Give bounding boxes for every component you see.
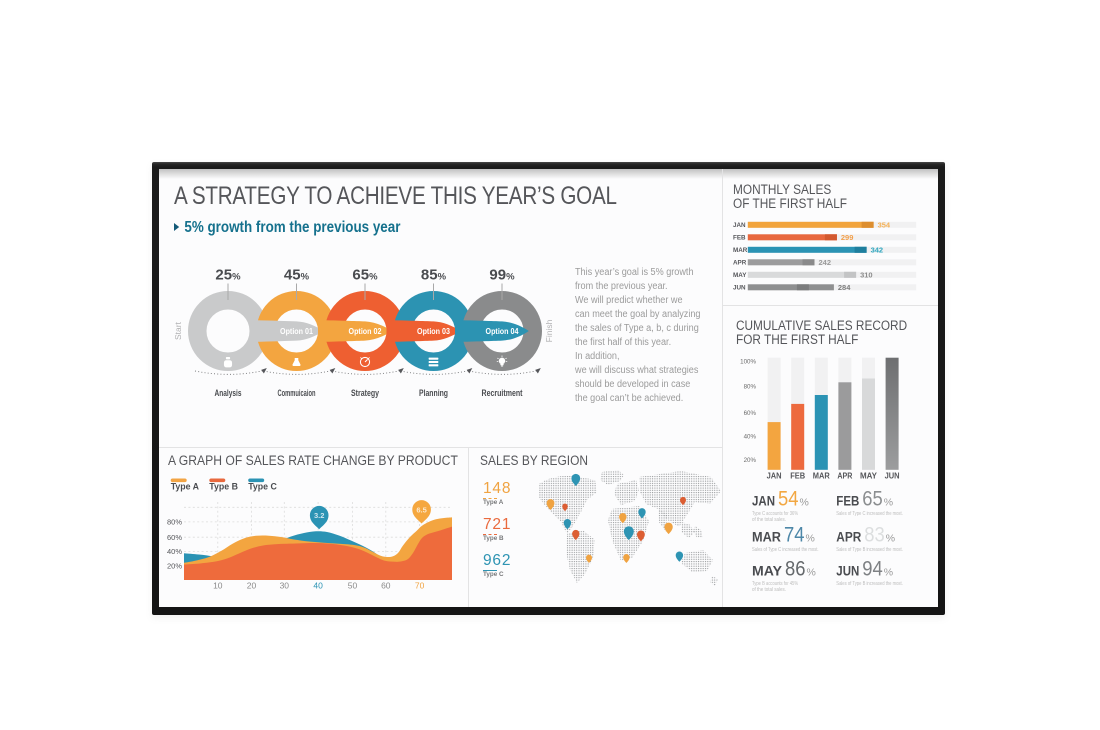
svg-text:20: 20 bbox=[247, 581, 257, 591]
svg-text:of the total sales.: of the total sales. bbox=[752, 517, 786, 523]
svg-text:99%: 99% bbox=[489, 267, 515, 284]
svg-text:80%: 80% bbox=[744, 383, 757, 390]
svg-text:Type A: Type A bbox=[171, 482, 200, 492]
svg-text:Type B: Type B bbox=[209, 482, 238, 492]
svg-text:40%: 40% bbox=[744, 434, 757, 441]
svg-text:242: 242 bbox=[819, 258, 832, 267]
svg-text:FEB: FEB bbox=[790, 471, 805, 481]
svg-text:Sales of Type C increased the: Sales of Type C increased the most. bbox=[752, 547, 819, 553]
svg-text:354: 354 bbox=[878, 221, 891, 230]
svg-text:Option 03: Option 03 bbox=[417, 326, 450, 336]
svg-text:Type B accounts for 45%: Type B accounts for 45% bbox=[752, 581, 798, 587]
svg-text:APR: APR bbox=[733, 260, 747, 267]
svg-text:Type C accounts for 36%: Type C accounts for 36% bbox=[752, 511, 798, 517]
svg-text:284: 284 bbox=[838, 283, 851, 292]
svg-text:Finish: Finish bbox=[544, 319, 554, 342]
svg-text:Option 04: Option 04 bbox=[486, 326, 519, 336]
svg-text:10: 10 bbox=[213, 581, 223, 591]
svg-text:Strategy: Strategy bbox=[351, 388, 380, 399]
svg-text:MAY: MAY bbox=[733, 272, 747, 279]
svg-text:100%: 100% bbox=[740, 359, 756, 366]
svg-text:Analysis: Analysis bbox=[215, 388, 242, 399]
svg-text:JUN: JUN bbox=[885, 471, 900, 481]
svg-text:25%: 25% bbox=[215, 267, 241, 284]
svg-text:299: 299 bbox=[841, 233, 854, 242]
svg-text:Option 01: Option 01 bbox=[280, 326, 313, 336]
svg-text:APR: APR bbox=[837, 471, 852, 481]
svg-text:Option 02: Option 02 bbox=[349, 326, 382, 336]
svg-text:70: 70 bbox=[415, 581, 425, 591]
svg-text:3.2: 3.2 bbox=[314, 511, 324, 520]
svg-text:85%: 85% bbox=[421, 267, 447, 284]
svg-text:310: 310 bbox=[860, 271, 873, 280]
svg-text:40%: 40% bbox=[167, 547, 182, 556]
svg-text:Planning: Planning bbox=[419, 388, 448, 399]
svg-text:Commuicaion: Commuicaion bbox=[278, 388, 316, 399]
svg-text:Sales of Type B increased the: Sales of Type B increased the most. bbox=[836, 547, 903, 553]
svg-text:30: 30 bbox=[280, 581, 290, 591]
svg-text:60%: 60% bbox=[167, 533, 182, 542]
svg-text:MAR: MAR bbox=[813, 471, 830, 481]
svg-text:JAN: JAN bbox=[733, 222, 746, 229]
svg-text:Type C: Type C bbox=[248, 482, 277, 492]
svg-text:60%: 60% bbox=[744, 410, 757, 417]
svg-text:Recruitment: Recruitment bbox=[482, 388, 524, 399]
svg-text:JUN: JUN bbox=[733, 285, 746, 292]
svg-text:of the total sales.: of the total sales. bbox=[752, 587, 786, 593]
svg-text:20%: 20% bbox=[744, 457, 757, 464]
svg-text:Start: Start bbox=[173, 321, 183, 340]
svg-text:JAN: JAN bbox=[767, 471, 782, 481]
svg-text:45%: 45% bbox=[284, 267, 310, 284]
svg-text:MAY: MAY bbox=[860, 471, 877, 481]
svg-text:Sales of Type C increased the: Sales of Type C increased the most. bbox=[836, 511, 903, 517]
svg-text:Sales of Type B increased the: Sales of Type B increased the most. bbox=[836, 581, 903, 587]
svg-text:60: 60 bbox=[381, 581, 391, 591]
svg-text:65%: 65% bbox=[352, 267, 378, 284]
svg-text:MAR: MAR bbox=[733, 247, 748, 254]
svg-text:20%: 20% bbox=[167, 561, 182, 570]
svg-text:80%: 80% bbox=[167, 518, 182, 527]
svg-text:40: 40 bbox=[313, 581, 323, 591]
svg-text:6.5: 6.5 bbox=[416, 505, 426, 514]
svg-text:342: 342 bbox=[871, 246, 884, 255]
svg-text:50: 50 bbox=[348, 581, 358, 591]
svg-text:FEB: FEB bbox=[733, 235, 746, 242]
